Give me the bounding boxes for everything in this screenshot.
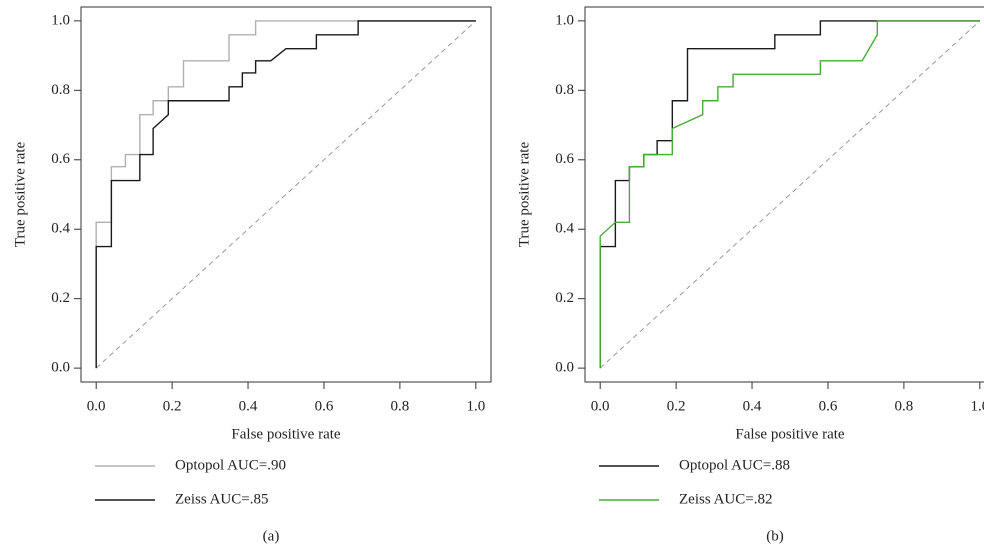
x-tick-label: 0.8 — [391, 398, 410, 414]
x-tick-label: 1.0 — [970, 398, 984, 414]
y-tick-label: 0.8 — [51, 82, 70, 98]
legend-label: Zeiss AUC=.85 — [175, 491, 268, 507]
y-tick-label: 0.6 — [555, 151, 574, 167]
roc-curve — [599, 20, 980, 369]
legend-label: Optopol AUC=.88 — [679, 457, 790, 473]
x-tick-label: 0.0 — [87, 398, 106, 414]
y-tick-label: 0.4 — [555, 221, 574, 237]
x-tick-label: 1.0 — [466, 398, 485, 414]
x-tick-label: 0.0 — [591, 398, 610, 414]
x-tick-label: 0.4 — [743, 398, 762, 414]
y-tick-label: 0.2 — [555, 290, 574, 306]
y-tick-label: 0.0 — [555, 360, 574, 376]
legend-label: Optopol AUC=.90 — [175, 457, 286, 473]
roc-curve — [95, 20, 476, 369]
y-tick-label: 0.2 — [51, 290, 70, 306]
y-axis-label: True positive rate — [12, 142, 28, 248]
x-tick-label: 0.6 — [819, 398, 838, 414]
x-tick-label: 0.2 — [667, 398, 686, 414]
plot-frame — [584, 6, 984, 383]
y-tick-label: 0.6 — [51, 151, 70, 167]
y-tick-label: 1.0 — [555, 12, 574, 28]
y-tick-label: 0.8 — [555, 82, 574, 98]
plot-frame — [80, 6, 492, 383]
x-tick-label: 0.6 — [315, 398, 334, 414]
y-tick-label: 0.0 — [51, 360, 70, 376]
roc-curve — [95, 20, 476, 369]
caption: (b) — [766, 528, 784, 544]
y-axis-label: True positive rate — [516, 142, 532, 248]
legend-label: Zeiss AUC=.82 — [679, 491, 772, 507]
reference-line — [95, 20, 477, 369]
x-tick-label: 0.2 — [163, 398, 182, 414]
roc-curve — [599, 20, 980, 369]
caption: (a) — [263, 528, 280, 544]
x-tick-label: 0.8 — [895, 398, 914, 414]
reference-line — [599, 20, 981, 369]
y-tick-label: 0.4 — [51, 221, 70, 237]
x-axis-label: False positive rate — [735, 426, 844, 442]
x-axis-label: False positive rate — [231, 426, 340, 442]
y-tick-label: 1.0 — [51, 12, 70, 28]
x-tick-label: 0.4 — [239, 398, 258, 414]
